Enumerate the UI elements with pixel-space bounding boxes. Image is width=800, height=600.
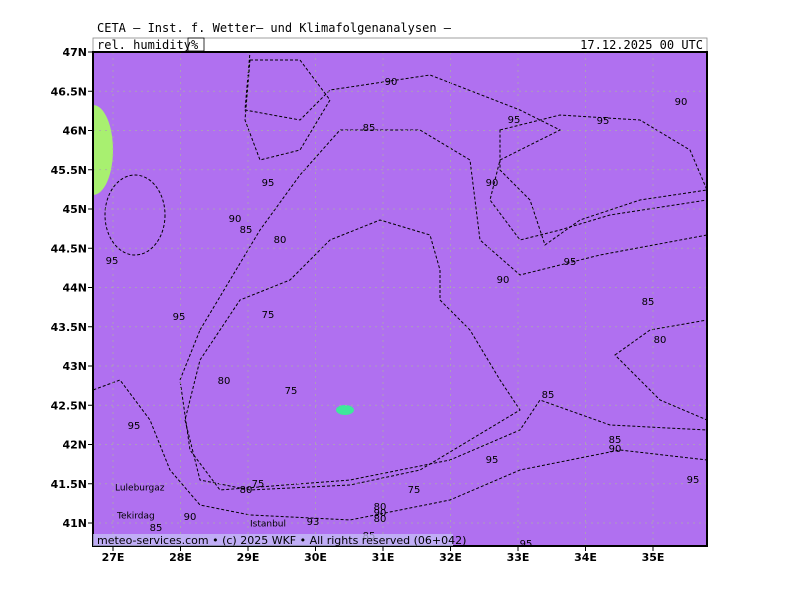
contour-label: 95 <box>262 178 275 189</box>
contour-label: 95 <box>687 475 700 486</box>
contour-label: 95 <box>486 455 499 466</box>
contour-label: 95 <box>128 421 141 432</box>
contour-label: 75 <box>252 479 265 490</box>
title: CETA — Inst. f. Wetter— und Klimafolgena… <box>97 21 452 35</box>
contour-label: 80 <box>374 514 387 525</box>
contour-label: 95 <box>106 256 119 267</box>
inland-purple <box>104 174 166 256</box>
lat-label: 46.5N <box>51 85 87 98</box>
contour-label: 85 <box>609 435 622 446</box>
contour-label: 90 <box>609 444 622 455</box>
contour-label: 85 <box>150 523 163 534</box>
contour-label: 75 <box>285 386 298 397</box>
unit: % <box>191 38 199 52</box>
field-green-spot <box>336 405 354 415</box>
contour-label: 90 <box>374 508 387 519</box>
lat-label: 45.5N <box>51 164 87 177</box>
lon-label: 32E <box>439 551 462 564</box>
contour-label: 80 <box>654 335 667 346</box>
lon-label: 31E <box>372 551 395 564</box>
contour-label: 95 <box>508 115 521 126</box>
lon-label: 29E <box>237 551 260 564</box>
contour-label: 80 <box>218 376 231 387</box>
lon-label: 28E <box>169 551 192 564</box>
coast-purple <box>244 59 331 161</box>
lat-label: 43.5N <box>51 321 87 334</box>
lat-label: 42.5N <box>51 399 87 412</box>
field-purple <box>93 52 707 546</box>
contour-label: 85 <box>240 225 253 236</box>
lon-label: 33E <box>507 551 530 564</box>
contour-label: 90 <box>385 77 398 88</box>
field-lightblue <box>179 129 707 491</box>
lat-label: 45N <box>62 203 87 216</box>
field-yellowgreen <box>93 105 113 195</box>
contour-label: 95 <box>173 312 186 323</box>
place-name: Tekirdag <box>116 512 155 522</box>
footer: meteo-services.com • (c) 2025 WKF • All … <box>97 534 466 547</box>
contour-label: 90 <box>675 97 688 108</box>
contour-label: 85 <box>363 123 376 134</box>
lat-label: 41.5N <box>51 478 87 491</box>
field-blue <box>93 52 707 521</box>
lat-label: 42N <box>62 439 87 452</box>
lon-label: 27E <box>102 551 125 564</box>
contour-label: 90 <box>229 214 242 225</box>
lon-label: 34E <box>574 551 597 564</box>
contour-label: 75 <box>262 310 275 321</box>
lat-label: 46N <box>62 125 87 138</box>
lat-label: 44.5N <box>51 242 87 255</box>
lat-label: 47N <box>62 46 87 59</box>
contour-label: 90 <box>486 178 499 189</box>
lon-label: 35E <box>642 551 665 564</box>
grid <box>93 52 707 546</box>
lat-label: 44N <box>62 282 87 295</box>
contour-label: 95 <box>564 257 577 268</box>
contour-label: 95 <box>520 539 533 550</box>
contour-label: 93 <box>307 517 320 528</box>
field-green <box>184 219 521 491</box>
contour-label: 90 <box>184 512 197 523</box>
place-name: Istanbul <box>250 520 286 530</box>
contour-label: 85 <box>642 297 655 308</box>
contour-label: 80 <box>240 485 253 496</box>
contour-label: 80 <box>274 235 287 246</box>
field-green-east <box>614 319 707 421</box>
contour-label: 80 <box>374 502 387 513</box>
footer-bar <box>93 534 453 546</box>
contour-label: 75 <box>408 485 421 496</box>
contour-label: 85 <box>542 390 555 401</box>
lon-label: 30E <box>304 551 327 564</box>
crimea-purple <box>499 114 707 246</box>
lat-label: 43N <box>62 360 87 373</box>
field-name: rel. humidity <box>97 38 191 52</box>
lat-label: 41N <box>62 517 87 530</box>
valid-time: 17.12.2025 00 UTC <box>580 38 703 52</box>
contour-label: 95 <box>597 116 610 127</box>
contour-label: 90 <box>497 275 510 286</box>
place-name: Luleburgaz <box>115 484 165 494</box>
axes: 47N 46.5N 46N 45.5N 45N 44.5N 44N 43.5N 43N 42.5N… <box>51 46 665 564</box>
